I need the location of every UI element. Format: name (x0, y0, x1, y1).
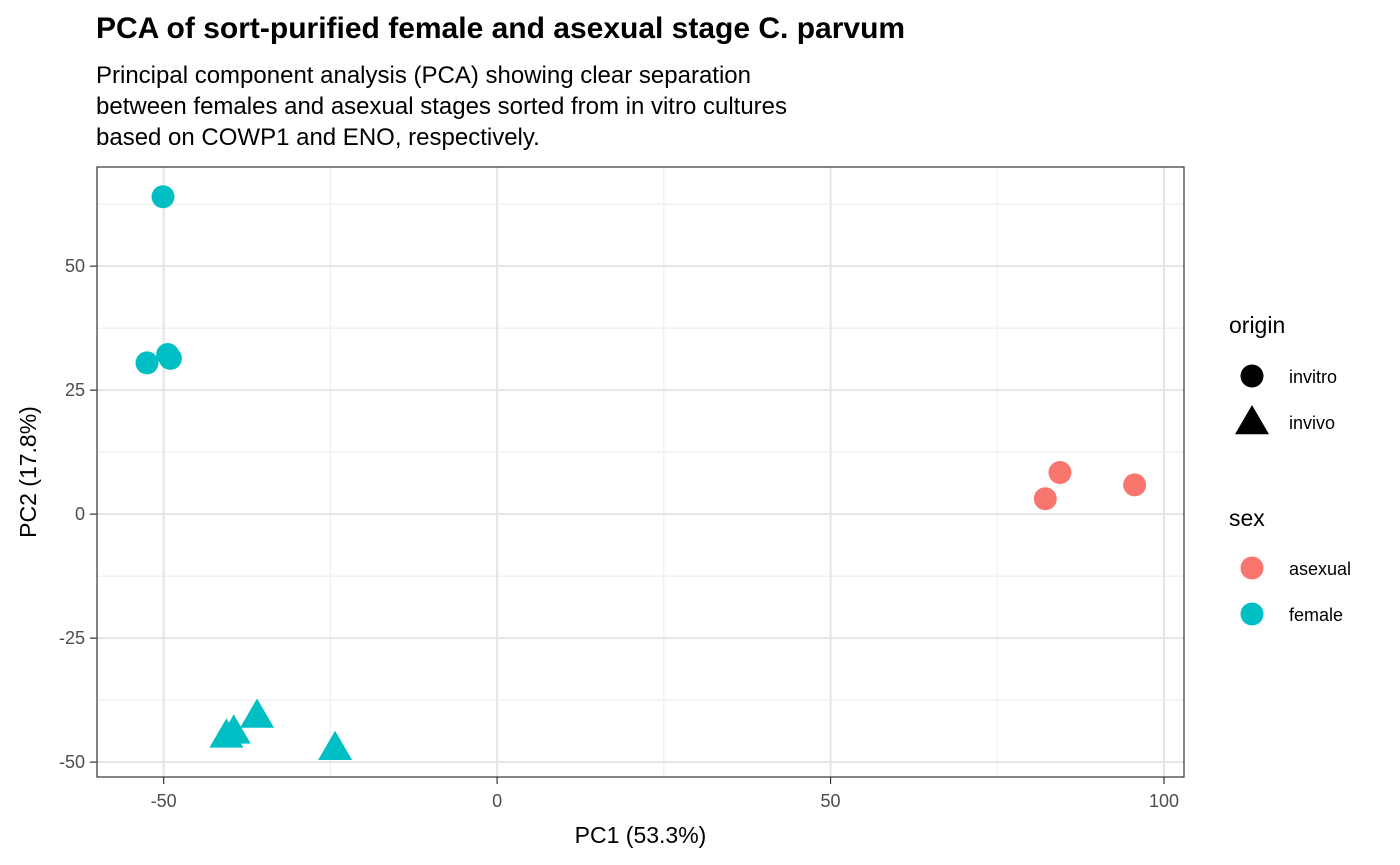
y-tick-label: -25 (59, 628, 85, 648)
point-triangle-female (240, 698, 275, 728)
point-triangle-female (318, 730, 353, 760)
x-tick-label: 50 (821, 791, 841, 811)
legend-key-triangle (1235, 405, 1269, 435)
point-circle-female (158, 346, 182, 370)
y-tick-label: 0 (75, 504, 85, 524)
x-tick-label: -50 (151, 791, 177, 811)
legend-key-circle (1240, 556, 1264, 580)
y-tick-label: -50 (59, 752, 85, 772)
data-points (135, 185, 1147, 760)
legend-key-circle (1240, 602, 1264, 626)
chart-title: PCA of sort-purified female and asexual … (96, 12, 906, 45)
point-circle-asexual (1033, 487, 1057, 511)
legend-title-origin: origin (1229, 312, 1285, 338)
x-axis-title: PC1 (53.3%) (575, 822, 707, 848)
y-tick-label: 50 (65, 256, 85, 276)
legend-label-invivo: invivo (1289, 413, 1335, 433)
legend-key-circle (1240, 364, 1264, 388)
legend-label-asexual: asexual (1289, 559, 1351, 579)
point-triangle-female (216, 714, 251, 744)
legend-label-invitro: invitro (1289, 367, 1337, 387)
point-circle-asexual (1048, 460, 1072, 484)
legend-title-sex: sex (1229, 505, 1265, 531)
point-circle-asexual (1123, 473, 1147, 497)
panel-border (96, 166, 1185, 778)
point-circle-female (151, 185, 175, 209)
y-axis-title: PC2 (17.8%) (15, 406, 41, 538)
y-tick-label: 25 (65, 380, 85, 400)
chart-subtitle: Principal component analysis (PCA) showi… (96, 62, 788, 151)
x-tick-label: 0 (492, 791, 502, 811)
axis-ticks: -50 0 50 100 -50 -25 0 25 50 (59, 256, 1179, 811)
grid-lines (97, 167, 1184, 777)
x-tick-label: 100 (1149, 791, 1179, 811)
legend: origin invitro invivo sex asexual female (1229, 312, 1351, 626)
point-circle-female (135, 351, 159, 375)
legend-label-female: female (1289, 605, 1343, 625)
